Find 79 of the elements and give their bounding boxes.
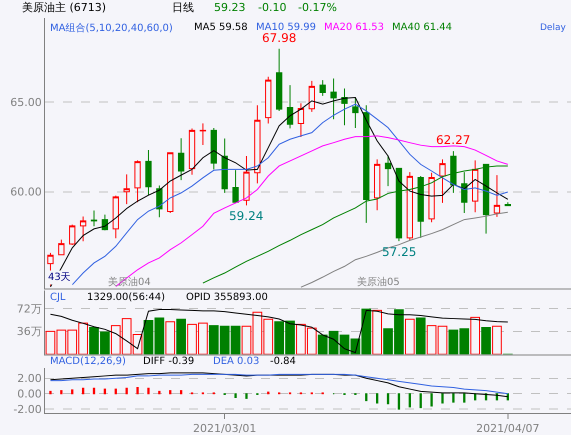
y-tick-label: 36万 [16,325,42,338]
annotation: MA组合(5,10,20,40,60,0) [50,22,173,34]
candlestick [320,80,326,96]
candlestick [145,150,152,196]
candlestick [308,80,315,112]
candlestick [232,170,239,204]
text: -0.10 [258,1,286,14]
bar [481,327,491,354]
text: MA5 59.58 [194,22,248,33]
candlestick [286,84,294,129]
series-label: DIFF -0.39 [143,356,194,367]
candlestick [254,104,261,184]
candlestick [384,154,392,187]
y-tick-label: 65.00 [10,96,42,110]
bar [404,318,415,354]
candlestick [90,210,98,227]
candlestick [58,239,64,256]
x-tick-label: 2021/04/07 [476,422,540,435]
annotation: 67.98 [262,31,296,45]
annotation: 43天 [48,272,71,283]
annotation: 57.25 [382,245,416,259]
candlestick [428,172,435,223]
candlestick [439,158,446,204]
text: 日线 [172,1,194,14]
text: -0.84 [270,356,296,367]
candlestick [243,155,250,206]
candlestick [330,78,337,120]
text: Delay [540,23,566,33]
x-tick-label: 2021/03/01 [192,422,256,435]
annotation: 1329.00(56:44) [87,292,166,303]
series-label: OPID 355893.00 [186,292,268,303]
text: MA20 61.53 [324,22,384,33]
candlestick [156,185,163,218]
candlestick [265,76,272,124]
candlestick [69,224,76,246]
annotation: 62.27 [436,133,470,147]
y-tick-label: -2.00 [13,402,42,416]
bar [470,316,480,354]
bar [176,318,186,354]
candlestick [124,174,130,205]
text: MA10 59.99 [256,22,316,33]
candlestick [504,202,511,206]
series-label: DEA 0.03 [213,356,260,367]
candlestick [461,172,468,214]
candlestick [210,127,217,170]
chart-title: MACD(12,26,9) [50,356,126,367]
candlestick [298,102,304,138]
y-tick-label: 60.00 [10,186,42,199]
candlestick [276,48,282,112]
bar [416,317,426,354]
bar [372,310,382,354]
annotation: 美原油05 [357,276,400,288]
candlestick [374,158,380,211]
candlestick [178,138,184,181]
candlestick [418,176,424,238]
candlestick [341,88,348,126]
candlestick [222,138,228,194]
y-tick-label: 72万 [16,302,42,316]
candlestick [472,160,478,213]
annotation: 59.24 [229,209,264,223]
candlestick [200,122,206,146]
bar [492,326,502,354]
chart-title: 美原油主 (6713) [22,1,106,14]
candlestick [494,174,500,218]
y-tick-label: 2.00 [17,372,42,386]
y-tick-label: 0.00 [17,388,42,401]
candlestick [352,97,359,128]
candlestick [188,128,196,176]
text: MA40 61.44 [392,22,452,33]
text: 59.23 [214,1,246,14]
candlestick [134,160,141,203]
bar [165,321,176,354]
chart-title: CJL [50,292,66,303]
text: -0.17% [298,1,337,14]
candlestick [396,168,402,242]
candlestick [112,195,119,239]
candlestick [80,216,86,242]
candlestick [406,172,413,241]
candlestick [167,152,174,214]
